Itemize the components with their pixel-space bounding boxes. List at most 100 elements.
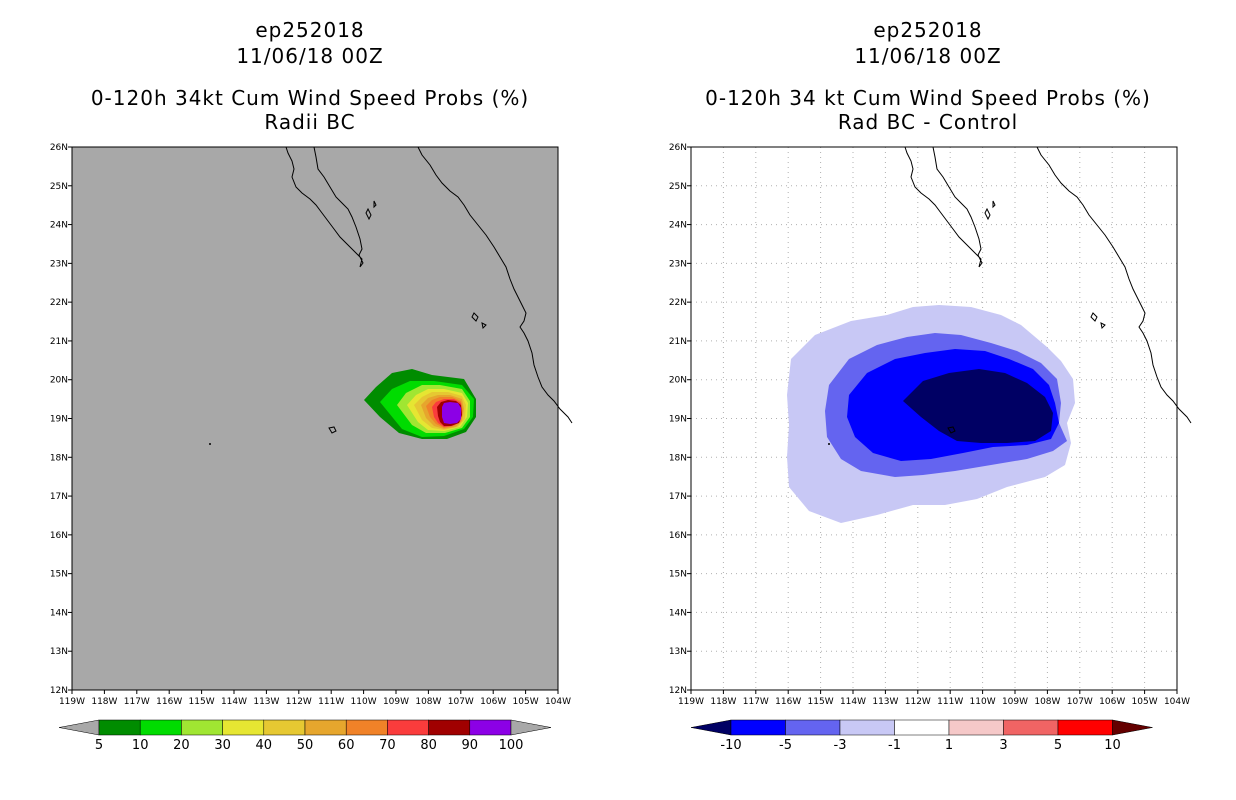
right-lat-label: 19N bbox=[669, 415, 687, 425]
right-colorbar: -10 -5 -3 -1 1 3 5 10 bbox=[690, 719, 1153, 753]
left-lon-label: 118W bbox=[91, 697, 117, 707]
right-colorbar-over-arrow bbox=[1112, 719, 1153, 736]
right-colorbar-segment bbox=[730, 719, 786, 736]
right-lat-label: 18N bbox=[669, 453, 687, 463]
right-lon-label: 119W bbox=[678, 697, 704, 707]
right-title: ep252018 11/06/18 00Z 0-120h 34 kt Cum W… bbox=[618, 18, 1236, 134]
right-lat-label: 24N bbox=[669, 221, 687, 231]
right-lon-label: 117W bbox=[743, 697, 769, 707]
left-colorbar-segment bbox=[139, 719, 182, 736]
right-lon-label: 105W bbox=[1132, 697, 1158, 707]
right-lon-label: 115W bbox=[808, 697, 834, 707]
right-map bbox=[690, 146, 1192, 691]
right-lon-label: 109W bbox=[1002, 697, 1028, 707]
right-lat-label: 14N bbox=[669, 608, 687, 618]
right-colorbar-label: -10 bbox=[720, 738, 741, 753]
right-lat-label: 21N bbox=[669, 337, 687, 347]
left-colorbar-label: 30 bbox=[214, 738, 231, 753]
left-colorbar-segment bbox=[222, 719, 265, 736]
right-colorbar-segment bbox=[839, 719, 895, 736]
left-colorbar-segment bbox=[387, 719, 429, 736]
right-title-product: 0-120h 34 kt Cum Wind Speed Probs (%) bbox=[705, 86, 1151, 110]
left-lat-label: 17N bbox=[50, 492, 68, 502]
right-lat-label: 26N bbox=[669, 143, 687, 153]
left-lon-label: 104W bbox=[545, 697, 571, 707]
right-lat-label: 12N bbox=[669, 686, 687, 696]
left-lat-label: 22N bbox=[50, 298, 68, 308]
left-colorbar-label: 80 bbox=[420, 738, 437, 753]
right-lon-label: 107W bbox=[1067, 697, 1093, 707]
left-colorbar-segment bbox=[345, 719, 388, 736]
left-colorbar-segment bbox=[304, 719, 347, 736]
left-colorbar-label: 20 bbox=[173, 738, 190, 753]
left-lat-label: 19N bbox=[50, 415, 68, 425]
left-colorbar-over-arrow bbox=[510, 719, 552, 736]
left-title-storm-id: ep252018 bbox=[255, 18, 365, 42]
left-lat-label: 12N bbox=[50, 686, 68, 696]
left-title-product: 0-120h 34kt Cum Wind Speed Probs (%) bbox=[90, 86, 530, 110]
right-lat-label: 15N bbox=[669, 570, 687, 580]
right-lat-label: 17N bbox=[669, 492, 687, 502]
right-colorbar-segment bbox=[894, 719, 950, 736]
left-latitude-labels: 26N 25N 24N 23N 22N 21N 20N 19N 18N 17N 16N 15N 14N 1… bbox=[50, 143, 72, 696]
left-colorbar: 5 10 20 30 40 50 60 70 80 90 100 bbox=[58, 719, 552, 753]
left-colorbar-label: 40 bbox=[256, 738, 273, 753]
left-lat-label: 23N bbox=[50, 259, 68, 269]
left-colorbar-segment bbox=[98, 719, 141, 736]
left-colorbar-label: 50 bbox=[297, 738, 314, 753]
left-lon-label: 110W bbox=[351, 697, 377, 707]
right-lat-label: 13N bbox=[669, 647, 687, 657]
right-lat-label: 16N bbox=[669, 531, 687, 541]
left-colorbar-label: 100 bbox=[499, 738, 524, 753]
left-colorbar-segment bbox=[263, 719, 306, 736]
left-lat-label: 18N bbox=[50, 453, 68, 463]
right-colorbar-label: -3 bbox=[834, 738, 847, 753]
left-lat-label: 21N bbox=[50, 337, 68, 347]
right-lat-label: 22N bbox=[669, 298, 687, 308]
right-colorbar-under-arrow bbox=[690, 719, 732, 736]
right-colorbar-segment bbox=[785, 719, 841, 736]
left-lat-label: 13N bbox=[50, 647, 68, 657]
right-lat-label: 23N bbox=[669, 259, 687, 269]
left-lon-label: 116W bbox=[156, 697, 182, 707]
right-colorbar-segment bbox=[1003, 719, 1059, 736]
right-longitude-labels: 119W 118W 117W 116W 115W 114W 113W 112W 111W 110W… bbox=[678, 690, 1190, 707]
right-title-storm-id: ep252018 bbox=[873, 18, 983, 42]
right-lon-label: 112W bbox=[905, 697, 931, 707]
right-lon-label: 118W bbox=[710, 697, 736, 707]
right-colorbar-label: 1 bbox=[945, 738, 953, 753]
right-gridlines bbox=[691, 147, 1177, 690]
left-lon-label: 105W bbox=[513, 697, 539, 707]
left-lon-label: 107W bbox=[448, 697, 474, 707]
right-colorbar-label: -1 bbox=[888, 738, 901, 753]
left-title: ep252018 11/06/18 00Z 0-120h 34kt Cum Wi… bbox=[0, 18, 620, 134]
right-colorbar-segment bbox=[1057, 719, 1113, 736]
left-probability-contours bbox=[364, 369, 476, 439]
left-lon-label: 115W bbox=[189, 697, 215, 707]
left-lat-label: 24N bbox=[50, 221, 68, 231]
left-colorbar-under-arrow bbox=[58, 719, 100, 736]
left-lat-label: 26N bbox=[50, 143, 68, 153]
right-lat-label: 25N bbox=[669, 182, 687, 192]
right-difference-contours bbox=[787, 305, 1075, 523]
left-map-background bbox=[72, 147, 558, 690]
left-colorbar-label: 90 bbox=[462, 738, 479, 753]
left-lon-label: 108W bbox=[415, 697, 441, 707]
left-lat-label: 25N bbox=[50, 182, 68, 192]
left-lon-label: 114W bbox=[221, 697, 247, 707]
right-lon-label: 104W bbox=[1164, 697, 1190, 707]
right-title-subtitle: Rad BC - Control bbox=[837, 110, 1019, 134]
left-lon-label: 119W bbox=[59, 697, 85, 707]
right-title-date: 11/06/18 00Z bbox=[854, 44, 1002, 68]
left-lon-label: 117W bbox=[124, 697, 150, 707]
left-colorbar-segment bbox=[428, 719, 471, 736]
left-title-date: 11/06/18 00Z bbox=[236, 44, 384, 68]
left-lon-label: 112W bbox=[286, 697, 312, 707]
left-map bbox=[71, 146, 573, 691]
left-colorbar-label: 60 bbox=[338, 738, 355, 753]
right-colorbar-label: 5 bbox=[1054, 738, 1062, 753]
right-lon-label: 114W bbox=[840, 697, 866, 707]
right-lat-label: 20N bbox=[669, 376, 687, 386]
left-lon-label: 113W bbox=[253, 697, 279, 707]
